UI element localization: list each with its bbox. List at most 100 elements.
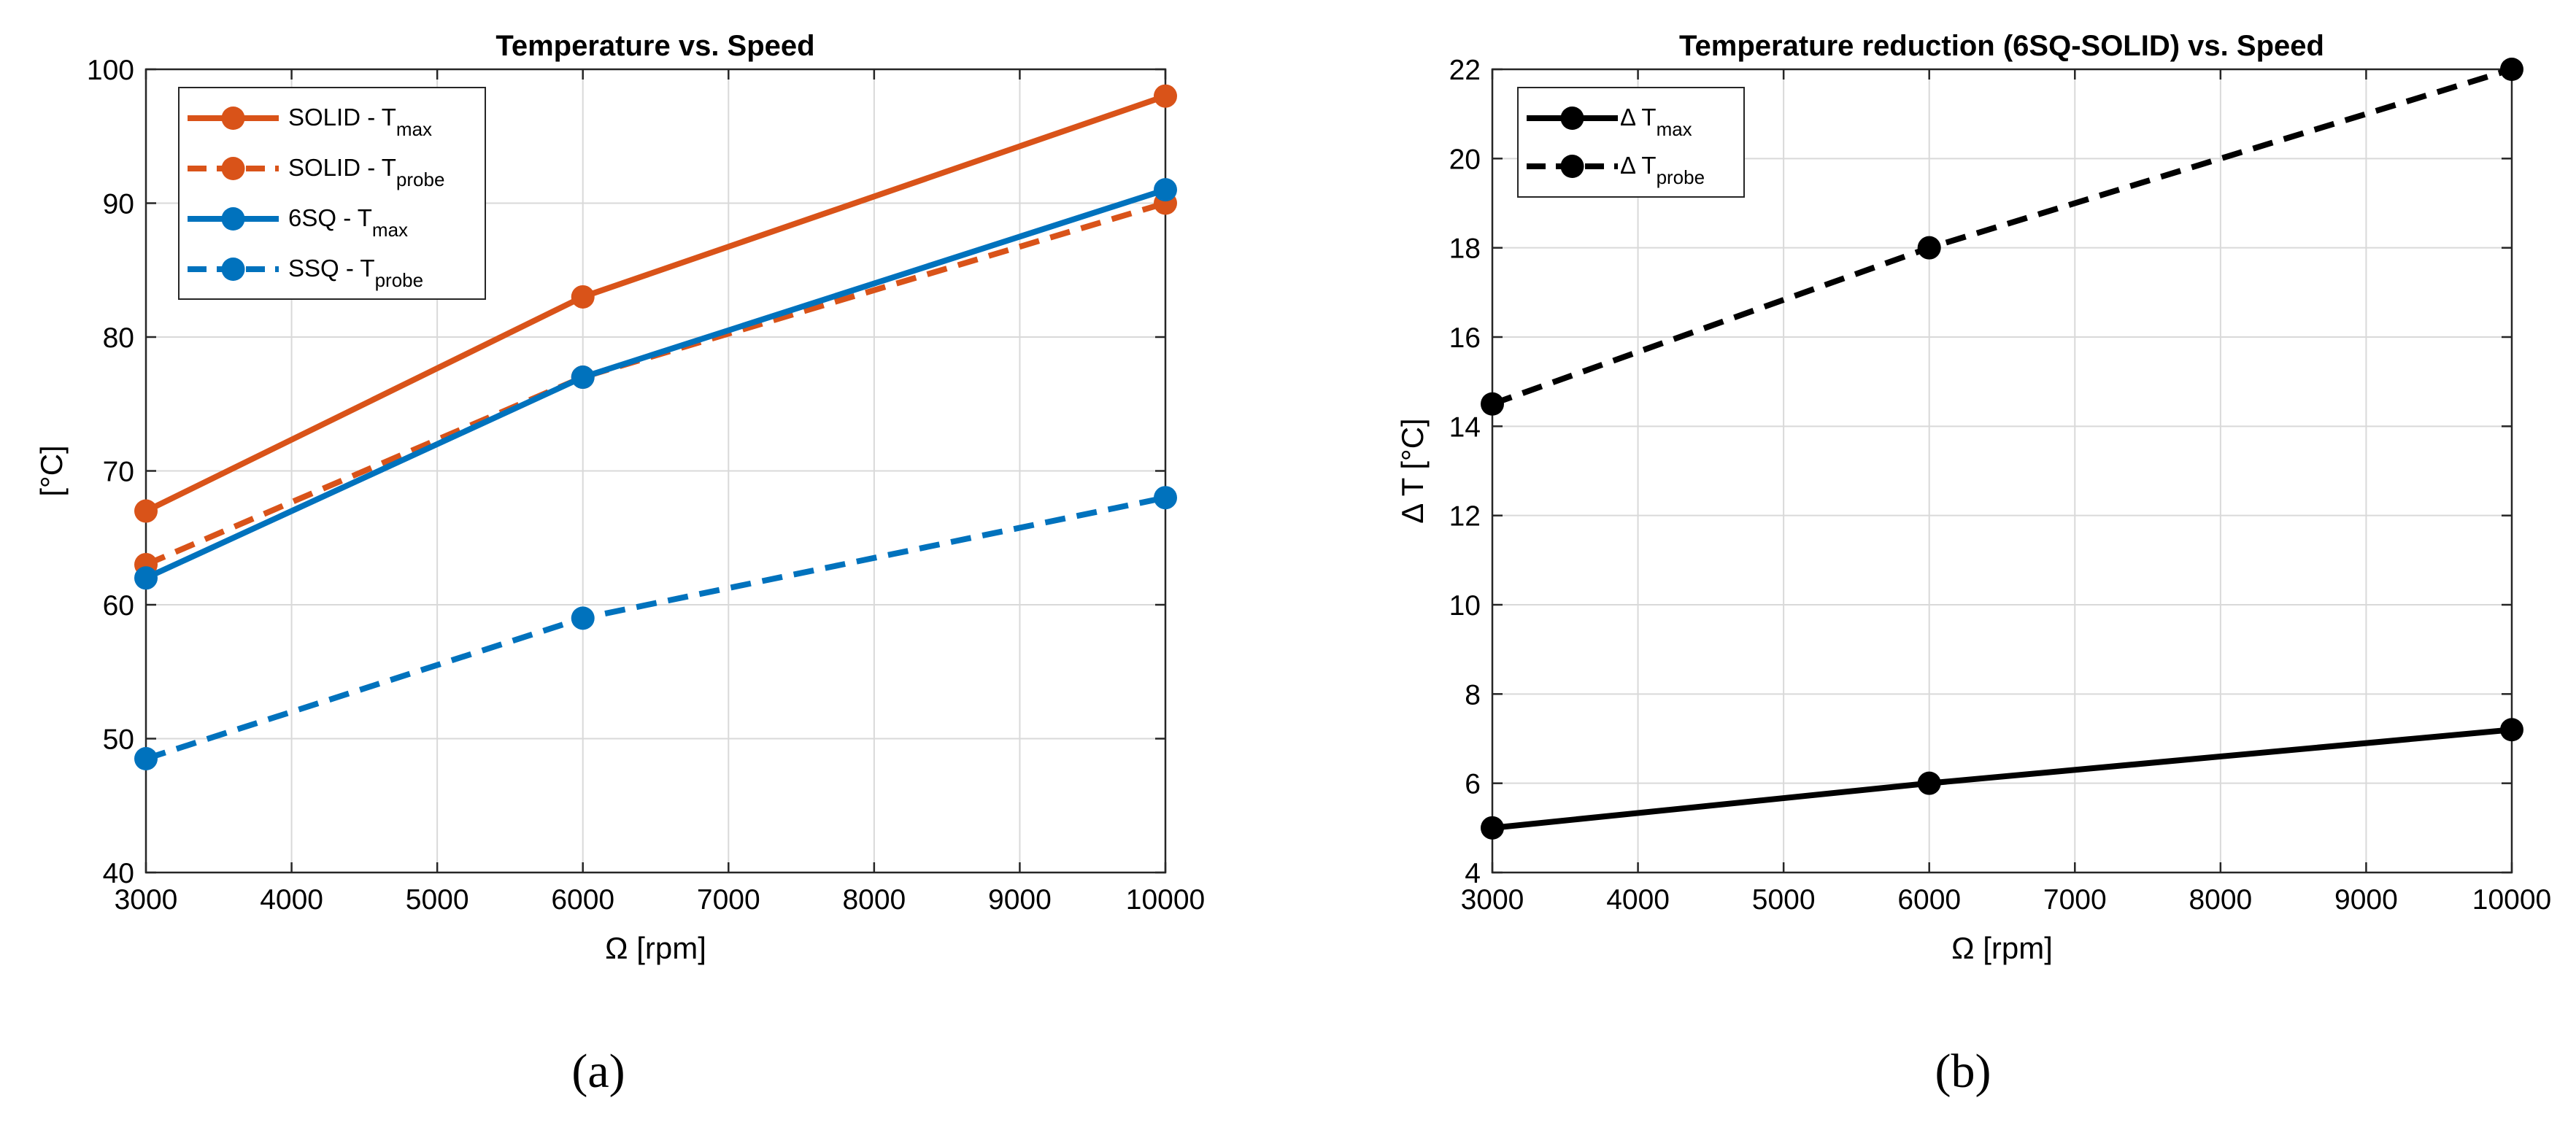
y-tick-label: 22 — [1449, 55, 1481, 86]
legend-label: SSQ - Tprobe — [288, 255, 423, 291]
y-tick-label: 16 — [1449, 322, 1481, 354]
legend-marker — [221, 107, 245, 130]
y-tick-label: 50 — [103, 724, 134, 756]
y-tick-label: 18 — [1449, 233, 1481, 265]
legend-label-subscript: probe — [1657, 166, 1705, 188]
x-tick-label: 9000 — [988, 884, 1052, 916]
y-tick-label: 60 — [103, 590, 134, 622]
x-axis-label: Ω [rpm] — [1951, 931, 2053, 965]
legend-label-text: SSQ - T — [288, 255, 375, 282]
y-axis-label: [°C] — [34, 445, 69, 496]
chart-title: Temperature reduction (6SQ-SOLID) vs. Sp… — [1679, 30, 2324, 62]
y-tick-label: 90 — [103, 189, 134, 220]
legend-item: SSQ - Tprobe — [188, 255, 423, 291]
data-point — [571, 606, 595, 630]
series-1 — [1481, 58, 2523, 416]
plot-area — [1492, 69, 2512, 873]
y-tick-label: 10 — [1449, 590, 1481, 622]
data-point — [1917, 771, 1941, 795]
y-tick-label: 20 — [1449, 144, 1481, 175]
legend-item: SOLID - Tprobe — [188, 154, 444, 190]
data-point — [1154, 178, 1177, 202]
y-tick-label: 6 — [1465, 769, 1481, 800]
x-tick-label: 9000 — [2334, 884, 2398, 916]
legend-label: SOLID - Tmax — [288, 104, 432, 140]
y-tick-label: 14 — [1449, 411, 1481, 443]
legend-label: Δ Tprobe — [1620, 152, 1705, 188]
series-2 — [134, 178, 1177, 590]
data-point — [2500, 718, 2523, 742]
y-tick-label: 40 — [103, 858, 134, 889]
legend-marker — [1560, 155, 1584, 178]
data-point — [2500, 58, 2523, 81]
series-line — [144, 200, 1167, 568]
panel-a-chart: 3000 4000 5000 6000 7000 8000 9000 10000 40 50 60 7… — [34, 30, 1205, 1098]
legend-item: 6SQ - Tmax — [188, 204, 408, 241]
panel-caption: (a) — [571, 1045, 625, 1098]
y-tick-label: 70 — [103, 457, 134, 488]
legend-marker — [221, 258, 245, 281]
legend-item: Δ Tmax — [1527, 104, 1692, 140]
legend-label-subscript: max — [372, 219, 408, 241]
legend-label-text: Δ T — [1620, 104, 1657, 131]
legend-label: Δ Tmax — [1620, 104, 1692, 140]
legend-item: SOLID - Tmax — [188, 104, 432, 140]
panel-caption: (b) — [1935, 1045, 1991, 1098]
legend-label-subscript: probe — [375, 269, 424, 291]
legend-label-text: Δ T — [1620, 152, 1657, 179]
chart-title: Temperature vs. Speed — [495, 30, 814, 62]
legend-marker — [1560, 107, 1584, 130]
y-tick-label: 4 — [1465, 858, 1481, 889]
data-point — [1917, 236, 1941, 260]
y-tick-label: 100 — [87, 55, 134, 86]
legend-label-text: 6SQ - T — [288, 204, 372, 231]
y-tick-label: 8 — [1465, 679, 1481, 711]
x-tick-label: 5000 — [406, 884, 469, 916]
data-point — [1154, 84, 1177, 108]
legend-box — [1517, 87, 1745, 198]
x-tick-label: 10000 — [1126, 884, 1205, 916]
legend-label-subscript: max — [396, 118, 432, 140]
x-tick-label: 3000 — [115, 884, 178, 916]
legend-item: Δ Tprobe — [1527, 152, 1705, 188]
legend-marker — [221, 207, 245, 231]
x-tick-label: 4000 — [1606, 884, 1670, 916]
x-tick-label: 7000 — [697, 884, 760, 916]
data-point — [571, 285, 595, 309]
data-point — [1481, 392, 1504, 416]
data-point — [571, 365, 595, 390]
x-axis-label: Ω [rpm] — [605, 931, 706, 965]
data-point — [134, 566, 158, 590]
x-tick-label: 4000 — [260, 884, 323, 916]
data-point — [1481, 816, 1504, 840]
legend-label-subscript: max — [1657, 118, 1692, 140]
x-tick-label: 7000 — [2043, 884, 2107, 916]
data-point — [134, 499, 158, 523]
legend-label-subscript: probe — [396, 169, 445, 190]
data-point — [1154, 486, 1177, 510]
legend-marker — [221, 157, 245, 180]
panel-b-chart: 3000 4000 5000 6000 7000 8000 9000 10000 4 6 8 10 12… — [1395, 30, 2551, 1098]
series-3 — [134, 486, 1177, 771]
legend-label: SOLID - Tprobe — [288, 154, 444, 190]
x-tick-label: 6000 — [551, 884, 614, 916]
x-tick-label: 3000 — [1461, 884, 1524, 916]
axes-box — [1491, 68, 2513, 874]
x-tick-label: 8000 — [842, 884, 906, 916]
series-0 — [134, 84, 1177, 523]
x-tick-label: 5000 — [1752, 884, 1816, 916]
x-tick-label: 8000 — [2189, 884, 2252, 916]
data-point — [134, 747, 158, 771]
series-0 — [1481, 718, 2523, 840]
y-tick-label: 80 — [103, 322, 134, 354]
y-tick-label: 12 — [1449, 501, 1481, 533]
legend-label: 6SQ - Tmax — [288, 204, 408, 241]
x-tick-label: 10000 — [2472, 884, 2551, 916]
legend-label-text: SOLID - T — [288, 154, 396, 181]
x-tick-label: 6000 — [1897, 884, 1961, 916]
legend-label-text: SOLID - T — [288, 104, 396, 131]
y-axis-label: Δ T [°C] — [1395, 418, 1430, 523]
